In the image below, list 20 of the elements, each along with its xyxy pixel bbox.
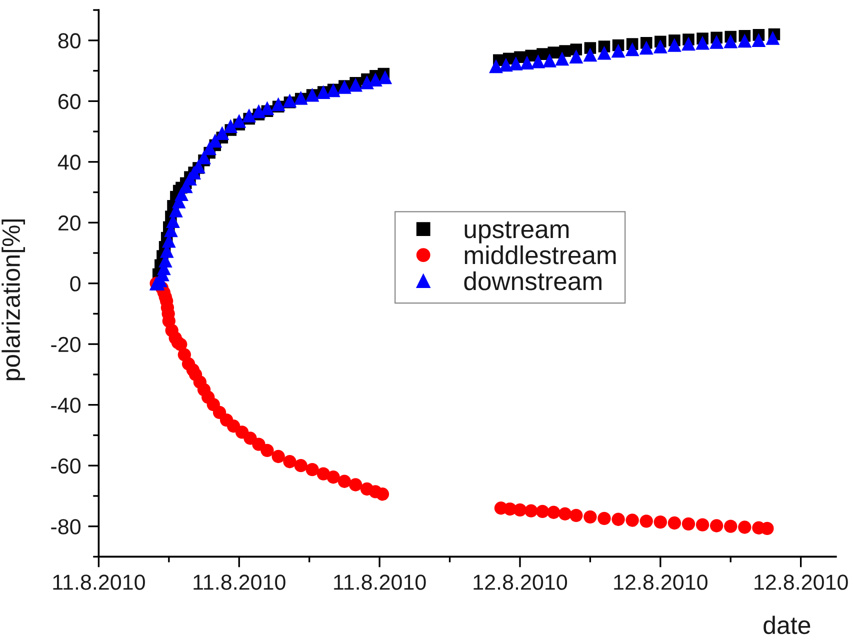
x-axis-title: date	[764, 616, 810, 634]
y-tick-label: -80	[51, 519, 80, 534]
y-tick-label: -60	[51, 458, 80, 474]
y-tick-label: 20	[58, 215, 80, 231]
y-axis-title: polarization[%]	[2, 220, 25, 380]
x-tick-label: 11.8.2010	[334, 574, 426, 590]
x-tick-label: 12.8.2010	[754, 574, 848, 590]
y-tick-label: -40	[51, 398, 80, 413]
legend-label: upstream	[464, 221, 569, 244]
x-tick-label: 12.8.2010	[614, 574, 708, 590]
y-tick-label: 0	[70, 276, 80, 292]
y-tick-label: 80	[58, 33, 80, 48]
y-tick-label: 40	[58, 154, 80, 170]
y-tick-label: -20	[51, 336, 80, 352]
x-tick-label: 11.8.2010	[53, 574, 145, 590]
x-tick-label: 11.8.2010	[194, 574, 286, 590]
x-tick-label: 12.8.2010	[474, 574, 568, 590]
legend-label: middlestream	[464, 245, 616, 264]
y-tick-label: 60	[58, 94, 80, 110]
legend-label: downstream	[464, 271, 602, 290]
